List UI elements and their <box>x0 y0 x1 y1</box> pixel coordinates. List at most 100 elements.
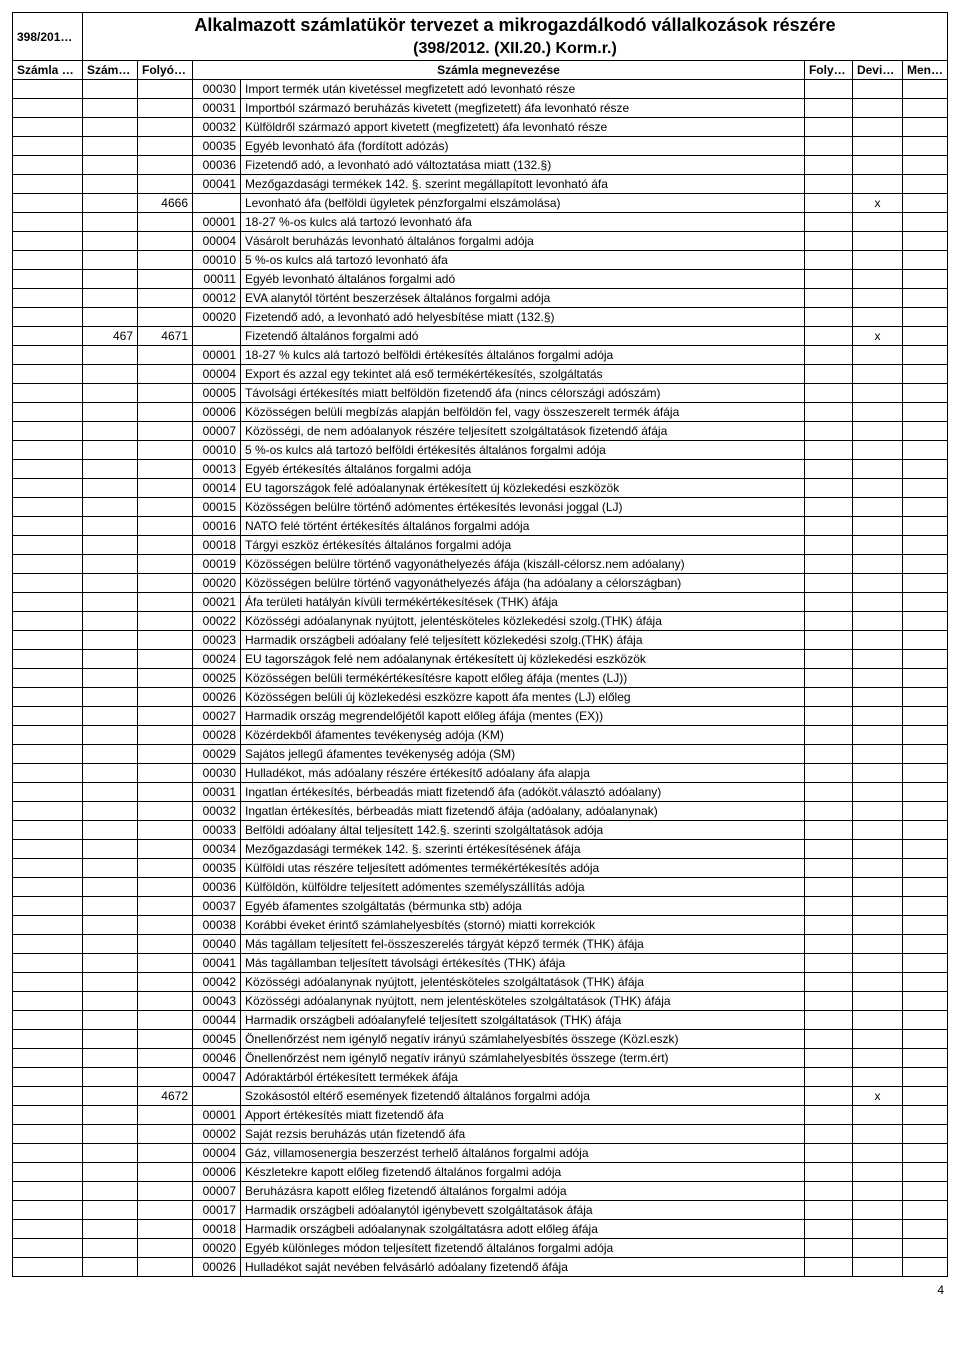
cell-b <box>83 99 138 118</box>
cell-b <box>83 707 138 726</box>
cell-b <box>83 840 138 859</box>
cell-c <box>138 555 193 574</box>
cell-h <box>902 137 947 156</box>
cell-h <box>902 1201 947 1220</box>
cell-f <box>804 612 852 631</box>
cell-d: 00034 <box>193 840 241 859</box>
cell-f <box>804 1125 852 1144</box>
cell-h <box>902 118 947 137</box>
cell-c <box>138 422 193 441</box>
cell-f <box>804 859 852 878</box>
col-header-f: Folyó-számla ? <box>804 61 852 80</box>
cell-e: Önellenőrzést nem igénylő negatív irányú… <box>241 1049 805 1068</box>
cell-a <box>13 1182 83 1201</box>
cell-d: 00027 <box>193 707 241 726</box>
cell-c <box>138 1011 193 1030</box>
cell-d: 00041 <box>193 175 241 194</box>
cell-e: EU tagországok felé nem adóalanynak érté… <box>241 650 805 669</box>
cell-a <box>13 574 83 593</box>
cell-f <box>804 308 852 327</box>
cell-e: Korábbi éveket érintő számlahelyesbítés … <box>241 916 805 935</box>
col-header-name: Számla megnevezése <box>193 61 805 80</box>
cell-g <box>852 973 902 992</box>
cell-d: 00024 <box>193 650 241 669</box>
cell-g <box>852 897 902 916</box>
table-row: 00007Közösségi, de nem adóalanyok részér… <box>13 422 948 441</box>
cell-e: Egyéb különleges módon teljesített fizet… <box>241 1239 805 1258</box>
cell-f <box>804 1106 852 1125</box>
table-row: 00004Gáz, villamosenergia beszerzést ter… <box>13 1144 948 1163</box>
cell-f <box>804 175 852 194</box>
cell-f <box>804 346 852 365</box>
cell-a <box>13 1049 83 1068</box>
cell-c <box>138 992 193 1011</box>
cell-d: 00035 <box>193 137 241 156</box>
table-row: 00021Áfa területi hatályán kívüli termék… <box>13 593 948 612</box>
cell-f <box>804 194 852 213</box>
cell-e: Közösségi adóalanynak nyújtott, jelentés… <box>241 973 805 992</box>
cell-c <box>138 802 193 821</box>
cell-b <box>83 194 138 213</box>
cell-c <box>138 365 193 384</box>
cell-g <box>852 935 902 954</box>
cell-c <box>138 1258 193 1277</box>
cell-g <box>852 289 902 308</box>
cell-f <box>804 555 852 574</box>
cell-h <box>902 821 947 840</box>
cell-f <box>804 821 852 840</box>
cell-h <box>902 631 947 650</box>
cell-b <box>83 384 138 403</box>
cell-c: 4672 <box>138 1087 193 1106</box>
cell-h <box>902 555 947 574</box>
cell-f <box>804 327 852 346</box>
cell-b <box>83 1239 138 1258</box>
cell-d: 00046 <box>193 1049 241 1068</box>
cell-d: 00020 <box>193 574 241 593</box>
cell-f <box>804 1011 852 1030</box>
cell-g <box>852 726 902 745</box>
cell-d: 00011 <box>193 270 241 289</box>
cell-e: Harmadik országbeli adóalany felé teljes… <box>241 631 805 650</box>
cell-b <box>83 726 138 745</box>
table-row: 00012EVA alanytól történt beszerzések ál… <box>13 289 948 308</box>
header-left-label: 398/2012 Korm. rendelet számla-tükre <box>13 13 83 61</box>
cell-h <box>902 536 947 555</box>
cell-d: 00036 <box>193 878 241 897</box>
cell-h <box>902 783 947 802</box>
cell-e: Távolsági értékesítés miatt belföldön fi… <box>241 384 805 403</box>
table-row: 00042Közösségi adóalanynak nyújtott, jel… <box>13 973 948 992</box>
table-row: 0000118-27 %-os kulcs alá tartozó levonh… <box>13 213 948 232</box>
cell-f <box>804 441 852 460</box>
cell-c <box>138 574 193 593</box>
cell-e: Más tagállam teljesített fel-összeszerel… <box>241 935 805 954</box>
cell-a <box>13 517 83 536</box>
cell-a <box>13 194 83 213</box>
cell-e: Saját rezsis beruházás után fizetendő áf… <box>241 1125 805 1144</box>
cell-e: Közösségen belüli megbízás alapján belfö… <box>241 403 805 422</box>
cell-d: 00020 <box>193 308 241 327</box>
cell-f <box>804 1239 852 1258</box>
cell-e: Mezőgazdasági termékek 142. §. szerinti … <box>241 840 805 859</box>
table-row: 000105 %-os kulcs alá tartozó belföldi é… <box>13 441 948 460</box>
cell-a <box>13 308 83 327</box>
cell-e: Külföldről származó apport kivetett (meg… <box>241 118 805 137</box>
cell-g <box>852 1011 902 1030</box>
cell-e: Közösségen belülre történő adómentes ért… <box>241 498 805 517</box>
cell-a <box>13 479 83 498</box>
cell-f <box>804 365 852 384</box>
cell-h <box>902 954 947 973</box>
cell-h <box>902 593 947 612</box>
cell-g <box>852 1220 902 1239</box>
cell-g <box>852 859 902 878</box>
cell-c <box>138 137 193 156</box>
cell-d: 00022 <box>193 612 241 631</box>
cell-f <box>804 1049 852 1068</box>
cell-d: 00007 <box>193 1182 241 1201</box>
cell-h <box>902 517 947 536</box>
cell-h <box>902 289 947 308</box>
cell-c <box>138 726 193 745</box>
cell-c <box>138 403 193 422</box>
cell-e: Tárgyi eszköz értékesítés általános forg… <box>241 536 805 555</box>
cell-g <box>852 764 902 783</box>
cell-e: Áfa területi hatályán kívüli termékérték… <box>241 593 805 612</box>
